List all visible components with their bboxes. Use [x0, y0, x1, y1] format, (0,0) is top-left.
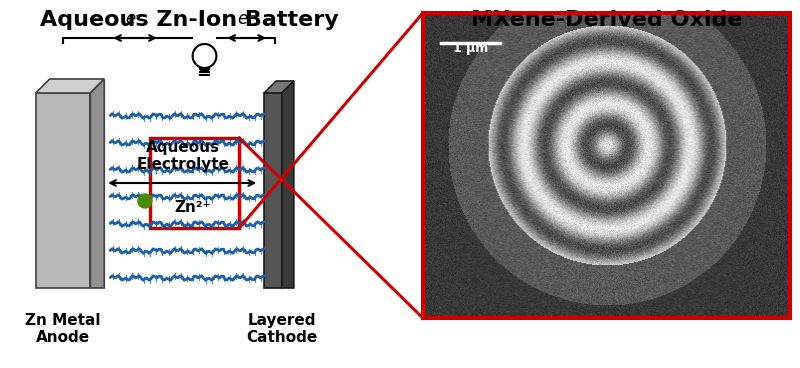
Circle shape	[138, 194, 152, 208]
Text: 1 μm: 1 μm	[453, 42, 488, 55]
Polygon shape	[264, 81, 294, 93]
Text: Zn Metal
Anode: Zn Metal Anode	[25, 313, 100, 346]
FancyBboxPatch shape	[36, 93, 90, 288]
Text: Zn²⁺: Zn²⁺	[174, 201, 211, 216]
Polygon shape	[36, 79, 104, 93]
Bar	[150, 138, 239, 228]
Text: Layered
Cathode: Layered Cathode	[246, 313, 318, 346]
Text: e⁻: e⁻	[126, 10, 145, 28]
Text: Aqueous
Electrolyte: Aqueous Electrolyte	[136, 140, 229, 172]
FancyBboxPatch shape	[264, 93, 282, 288]
Bar	[423, 13, 790, 318]
Polygon shape	[282, 81, 294, 288]
Polygon shape	[90, 79, 104, 288]
Text: MXene-Derived Oxide: MXene-Derived Oxide	[470, 10, 742, 30]
Text: Aqueous Zn-Ion Battery: Aqueous Zn-Ion Battery	[40, 10, 339, 30]
Text: e⁻: e⁻	[238, 10, 257, 28]
